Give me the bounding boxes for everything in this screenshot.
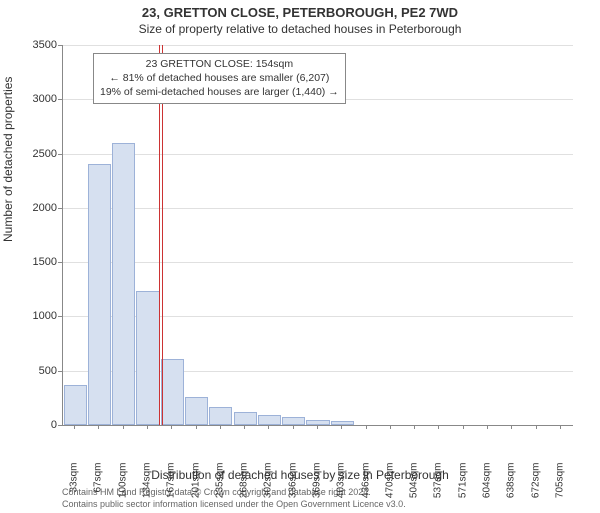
x-tick-mark bbox=[220, 425, 221, 429]
y-tick-label: 1000 bbox=[17, 310, 57, 322]
x-tick-label: 604sqm bbox=[482, 463, 493, 513]
x-tick-mark bbox=[147, 425, 148, 429]
footer-licence: Contains public sector information licen… bbox=[62, 499, 406, 509]
x-tick-label: 100sqm bbox=[117, 463, 128, 513]
x-tick-label: 638sqm bbox=[506, 463, 517, 513]
x-tick-mark bbox=[98, 425, 99, 429]
bar bbox=[136, 291, 159, 425]
bar bbox=[161, 359, 184, 425]
y-tick-label: 3000 bbox=[17, 93, 57, 105]
x-tick-mark bbox=[463, 425, 464, 429]
x-tick-mark bbox=[414, 425, 415, 429]
y-tick-label: 2500 bbox=[17, 148, 57, 160]
y-tick-label: 3500 bbox=[17, 39, 57, 51]
x-tick-mark bbox=[341, 425, 342, 429]
bar bbox=[112, 143, 135, 425]
y-tick-label: 500 bbox=[17, 365, 57, 377]
x-tick-mark bbox=[74, 425, 75, 429]
x-tick-mark bbox=[438, 425, 439, 429]
x-tick-mark bbox=[560, 425, 561, 429]
bar bbox=[64, 385, 87, 425]
x-tick-mark bbox=[511, 425, 512, 429]
y-tick-mark bbox=[58, 154, 62, 155]
x-tick-label: 268sqm bbox=[239, 463, 250, 513]
x-tick-label: 235sqm bbox=[214, 463, 225, 513]
x-tick-mark bbox=[244, 425, 245, 429]
grid-line bbox=[63, 45, 573, 46]
grid-line bbox=[63, 262, 573, 263]
chart-container: 23, GRETTON CLOSE, PETERBOROUGH, PE2 7WD… bbox=[0, 0, 600, 500]
x-tick-mark bbox=[268, 425, 269, 429]
y-tick-label: 0 bbox=[17, 419, 57, 431]
x-tick-label: 672sqm bbox=[530, 463, 541, 513]
x-tick-label: 167sqm bbox=[166, 463, 177, 513]
bar bbox=[282, 417, 305, 425]
x-tick-label: 705sqm bbox=[554, 463, 565, 513]
plot-area: 23 GRETTON CLOSE: 154sqm← 81% of detache… bbox=[62, 45, 573, 426]
grid-line bbox=[63, 154, 573, 155]
bar bbox=[234, 412, 257, 425]
bar bbox=[185, 397, 208, 425]
chart-title-sub: Size of property relative to detached ho… bbox=[0, 22, 600, 36]
bar bbox=[209, 407, 232, 425]
annotation-line: ← 81% of detached houses are smaller (6,… bbox=[100, 71, 339, 85]
x-tick-mark bbox=[196, 425, 197, 429]
bar bbox=[88, 164, 111, 425]
y-tick-mark bbox=[58, 45, 62, 46]
x-tick-label: 369sqm bbox=[312, 463, 323, 513]
x-tick-label: 201sqm bbox=[190, 463, 201, 513]
x-tick-mark bbox=[536, 425, 537, 429]
x-tick-mark bbox=[487, 425, 488, 429]
y-tick-mark bbox=[58, 425, 62, 426]
y-tick-label: 2000 bbox=[17, 202, 57, 214]
grid-line bbox=[63, 208, 573, 209]
x-tick-label: 571sqm bbox=[457, 463, 468, 513]
y-tick-label: 1500 bbox=[17, 256, 57, 268]
y-tick-mark bbox=[58, 316, 62, 317]
bar bbox=[258, 415, 281, 425]
x-tick-label: 336sqm bbox=[287, 463, 298, 513]
annotation-box: 23 GRETTON CLOSE: 154sqm← 81% of detache… bbox=[93, 53, 346, 104]
x-tick-label: 470sqm bbox=[384, 463, 395, 513]
x-tick-label: 33sqm bbox=[69, 463, 80, 513]
x-tick-label: 302sqm bbox=[263, 463, 274, 513]
x-tick-mark bbox=[366, 425, 367, 429]
y-tick-mark bbox=[58, 371, 62, 372]
y-tick-mark bbox=[58, 99, 62, 100]
y-tick-mark bbox=[58, 208, 62, 209]
x-tick-label: 67sqm bbox=[93, 463, 104, 513]
x-tick-label: 436sqm bbox=[360, 463, 371, 513]
x-tick-mark bbox=[171, 425, 172, 429]
x-tick-mark bbox=[390, 425, 391, 429]
annotation-line: 19% of semi-detached houses are larger (… bbox=[100, 85, 339, 99]
x-tick-mark bbox=[293, 425, 294, 429]
y-axis-label: Number of detached properties bbox=[1, 77, 15, 242]
x-tick-label: 134sqm bbox=[142, 463, 153, 513]
x-tick-label: 537sqm bbox=[433, 463, 444, 513]
x-tick-label: 403sqm bbox=[336, 463, 347, 513]
y-tick-mark bbox=[58, 262, 62, 263]
annotation-line: 23 GRETTON CLOSE: 154sqm bbox=[100, 57, 339, 71]
x-tick-mark bbox=[123, 425, 124, 429]
x-tick-label: 504sqm bbox=[409, 463, 420, 513]
chart-title-main: 23, GRETTON CLOSE, PETERBOROUGH, PE2 7WD bbox=[0, 5, 600, 20]
x-tick-mark bbox=[317, 425, 318, 429]
bar bbox=[331, 421, 354, 425]
